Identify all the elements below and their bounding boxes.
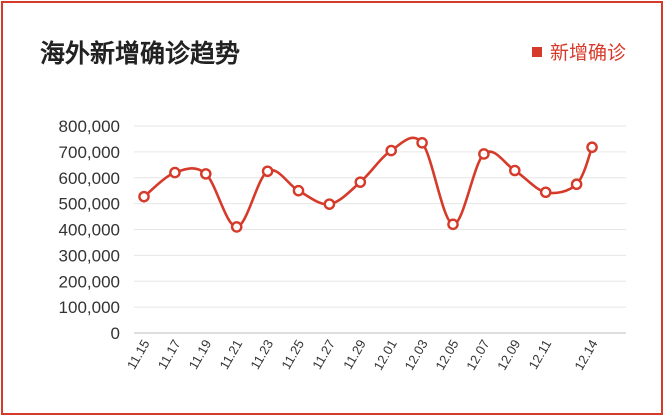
- x-tick-label: 12.11: [526, 337, 555, 372]
- data-point[interactable]: [539, 186, 552, 199]
- x-tick-label: 12.01: [371, 337, 400, 373]
- data-point[interactable]: [385, 144, 398, 157]
- x-tick-label: 12.14: [571, 337, 600, 373]
- data-point[interactable]: [570, 178, 583, 191]
- y-tick-label: 400,000: [59, 221, 120, 240]
- x-tick-label: 12.09: [494, 337, 523, 373]
- x-tick-label: 11.29: [340, 337, 369, 372]
- data-point[interactable]: [416, 137, 428, 149]
- data-point[interactable]: [586, 141, 598, 154]
- x-tick-label: 11.17: [155, 337, 184, 372]
- data-point[interactable]: [447, 218, 459, 231]
- y-tick-label: 100,000: [59, 298, 120, 317]
- data-point[interactable]: [261, 165, 274, 178]
- x-tick-label: 11.19: [186, 337, 215, 372]
- x-tick-label: 11.27: [309, 337, 338, 372]
- data-point[interactable]: [354, 176, 367, 188]
- x-tick-label: 12.07: [463, 337, 492, 373]
- x-tick-label: 12.03: [401, 337, 430, 373]
- data-point[interactable]: [230, 221, 243, 233]
- x-tick-label: 11.25: [278, 337, 307, 372]
- data-point[interactable]: [169, 166, 181, 179]
- x-tick-label: 11.15: [124, 337, 153, 372]
- data-point[interactable]: [138, 190, 150, 203]
- x-tick-label: 11.21: [217, 337, 246, 372]
- y-tick-label: 200,000: [59, 272, 120, 291]
- y-tick-label: 0: [111, 324, 120, 343]
- legend-label: 新增确诊: [549, 43, 626, 64]
- y-tick-label: 800,000: [59, 117, 120, 136]
- data-point[interactable]: [478, 148, 490, 160]
- y-tick-label: 300,000: [59, 246, 120, 265]
- data-point[interactable]: [508, 164, 521, 177]
- chart-title: 海外新增确诊趋势: [40, 40, 241, 68]
- data-point[interactable]: [323, 198, 336, 210]
- data-point[interactable]: [199, 168, 212, 180]
- x-tick-label: 11.23: [247, 337, 276, 372]
- legend[interactable]: 新增确诊: [531, 38, 626, 65]
- y-tick-label: 500,000: [59, 195, 120, 214]
- y-tick-label: 600,000: [59, 169, 120, 188]
- y-tick-label: 700,000: [59, 143, 120, 162]
- x-tick-label: 12.05: [432, 337, 461, 373]
- series-line: [143, 136, 594, 229]
- data-point[interactable]: [292, 184, 305, 197]
- legend-swatch: [531, 46, 542, 57]
